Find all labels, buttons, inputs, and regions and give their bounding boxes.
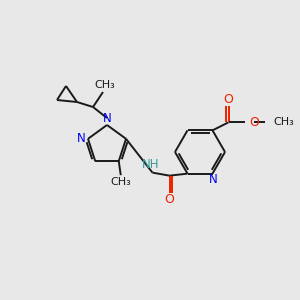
Text: O: O	[165, 193, 174, 206]
Text: NH: NH	[142, 158, 159, 171]
Text: CH₃: CH₃	[274, 117, 294, 127]
Text: O: O	[224, 93, 233, 106]
Text: O: O	[250, 116, 260, 129]
Text: CH₃: CH₃	[110, 177, 131, 187]
Text: N: N	[76, 132, 85, 145]
Text: N: N	[209, 173, 218, 186]
Text: N: N	[103, 112, 111, 124]
Text: CH₃: CH₃	[94, 80, 116, 90]
